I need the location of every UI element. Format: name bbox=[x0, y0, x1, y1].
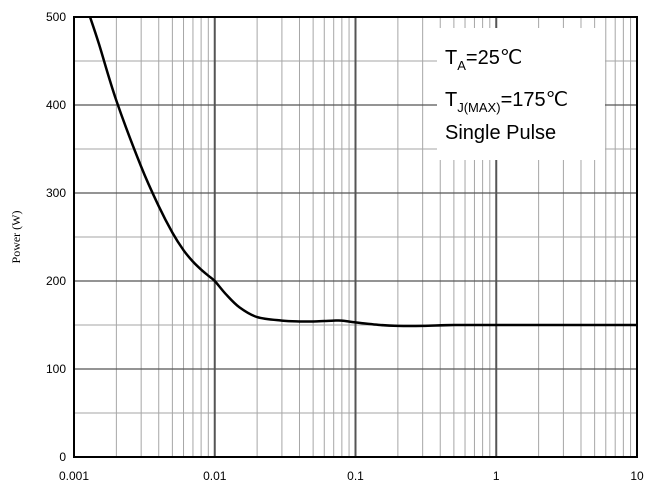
y-tick-label: 0 bbox=[59, 450, 66, 464]
annotation-ta-rest: =25℃ bbox=[466, 47, 522, 69]
x-tick-label: 0.001 bbox=[59, 469, 89, 483]
x-tick-label: 0.01 bbox=[203, 469, 227, 483]
annotation-single-pulse: Single Pulse bbox=[445, 122, 556, 144]
annotation-box bbox=[437, 28, 605, 160]
annotation-ta: TA=25℃ bbox=[445, 47, 522, 73]
y-tick-label: 400 bbox=[46, 98, 66, 112]
y-axis-label: Power (W) bbox=[9, 211, 23, 264]
power-curve bbox=[88, 16, 637, 328]
y-tick-label: 300 bbox=[46, 186, 66, 200]
plot-frame bbox=[73, 16, 638, 458]
annotation-tj: TJ(MAX)=175℃ bbox=[445, 89, 568, 115]
x-tick-label: 10 bbox=[630, 469, 644, 483]
annotation-tj-rest: =175℃ bbox=[501, 89, 569, 111]
annotation-tj-sub: J(MAX) bbox=[457, 100, 500, 115]
x-tick-labels: 0.001 0.01 0.1 1 10 bbox=[59, 469, 644, 483]
annotation-tj-main: T bbox=[445, 89, 457, 111]
x-tick-label: 1 bbox=[493, 469, 500, 483]
y-tick-label: 500 bbox=[46, 10, 66, 24]
y-tick-label: 200 bbox=[46, 274, 66, 288]
y-tick-label: 100 bbox=[46, 362, 66, 376]
y-tick-labels: 0 100 200 300 400 500 bbox=[46, 10, 66, 464]
annotation-ta-main: T bbox=[445, 47, 457, 69]
x-tick-label: 0.1 bbox=[347, 469, 364, 483]
annotation-ta-sub: A bbox=[457, 58, 466, 73]
